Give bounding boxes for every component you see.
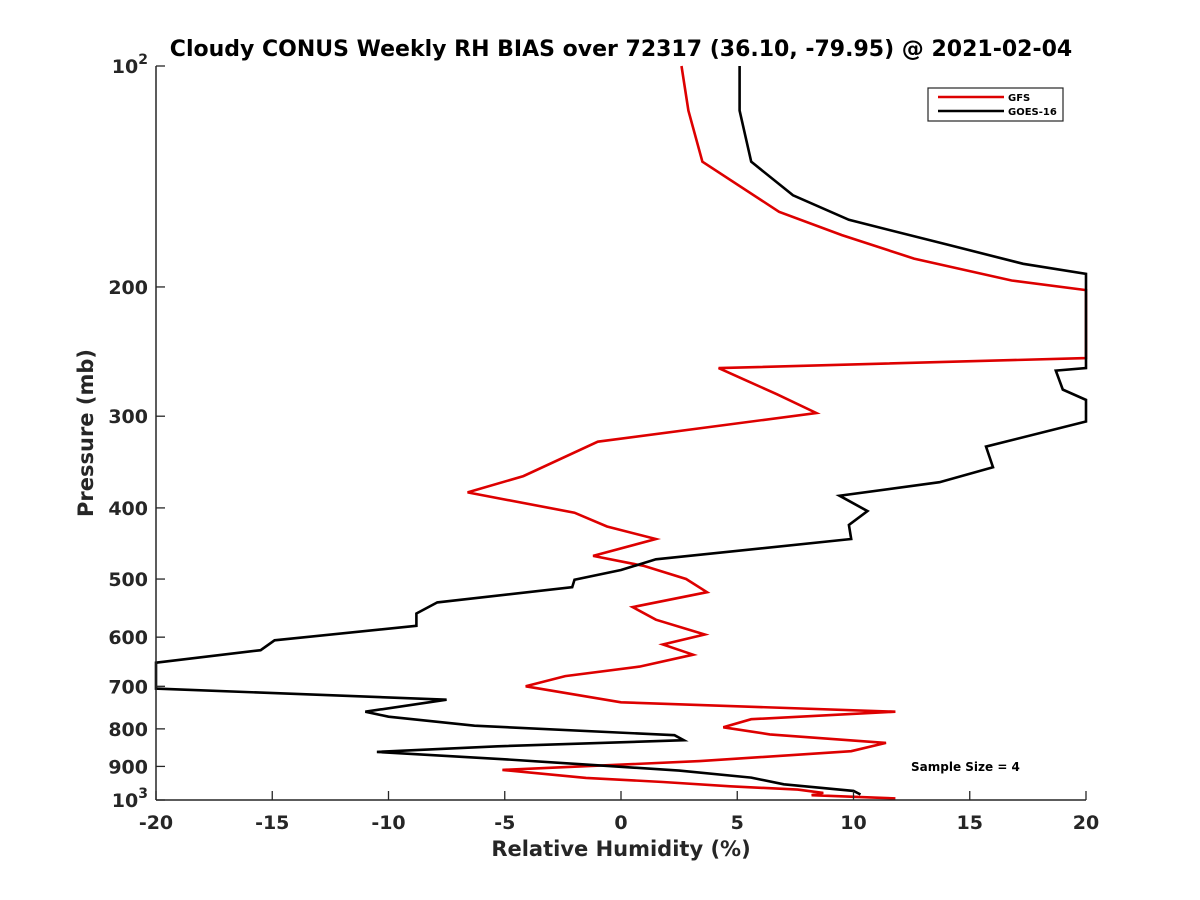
x-tick-label: -20 [139, 812, 173, 834]
y-ticks: 102 200 300 400 500 600 700 800 900 103 [108, 52, 165, 812]
plot-area [156, 66, 1086, 800]
y-tick-label: 600 [108, 627, 148, 649]
x-tick-label: -10 [371, 812, 405, 834]
chart-title: Cloudy CONUS Weekly RH BIAS over 72317 (… [170, 37, 1072, 62]
y-tick-label: 900 [108, 756, 148, 778]
legend-box [927, 87, 1064, 122]
y-axis-label: Pressure (mb) [74, 349, 98, 517]
x-tick-label: 5 [731, 812, 744, 834]
series-line-goes16 [154, 66, 1088, 796]
x-axis-label: Relative Humidity (%) [491, 837, 750, 861]
x-tick-label: 0 [614, 812, 627, 834]
y-tick-label: 103 [112, 786, 148, 812]
x-tick-label: -15 [255, 812, 289, 834]
legend: GFS GOES-16 [927, 87, 1064, 122]
y-tick-label: 300 [108, 406, 148, 428]
legend-label-gfs: GFS [1008, 93, 1030, 104]
sample-size-annotation: Sample Size = 4 [911, 760, 1020, 774]
y-tick-label: 700 [108, 676, 148, 698]
x-tick-label: -5 [494, 812, 515, 834]
y-tick-label: 200 [108, 277, 148, 299]
x-ticks: -20 -15 -10 -5 0 5 10 15 20 [139, 791, 1099, 834]
x-tick-label: 10 [840, 812, 866, 834]
legend-label-goes16: GOES-16 [1008, 107, 1057, 118]
series-layer [154, 65, 1088, 800]
x-tick-label: 15 [957, 812, 983, 834]
x-tick-label: 20 [1073, 812, 1099, 834]
y-tick-label: 800 [108, 719, 148, 741]
y-tick-label: 500 [108, 569, 148, 591]
y-tick-label: 400 [108, 498, 148, 520]
y-tick-label: 102 [112, 52, 148, 78]
